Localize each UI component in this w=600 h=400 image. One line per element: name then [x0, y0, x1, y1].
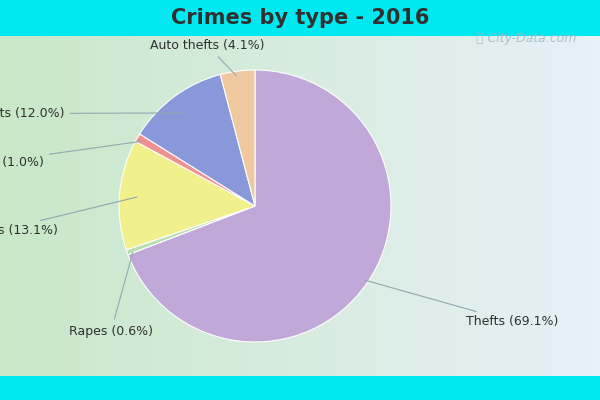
- Wedge shape: [119, 141, 255, 250]
- Text: Assaults (12.0%): Assaults (12.0%): [0, 107, 184, 120]
- Wedge shape: [136, 134, 255, 206]
- Text: Burglaries (13.1%): Burglaries (13.1%): [0, 197, 137, 237]
- Text: Crimes by type - 2016: Crimes by type - 2016: [171, 8, 429, 28]
- Wedge shape: [220, 70, 255, 206]
- Wedge shape: [126, 206, 255, 255]
- Text: Thefts (69.1%): Thefts (69.1%): [364, 280, 558, 328]
- Text: Auto thefts (4.1%): Auto thefts (4.1%): [150, 39, 265, 76]
- Text: Rapes (0.6%): Rapes (0.6%): [69, 253, 153, 338]
- Text: Robberies (1.0%): Robberies (1.0%): [0, 142, 140, 169]
- Wedge shape: [128, 70, 391, 342]
- Wedge shape: [140, 74, 255, 206]
- Text: ⓘ City-Data.com: ⓘ City-Data.com: [476, 32, 576, 45]
